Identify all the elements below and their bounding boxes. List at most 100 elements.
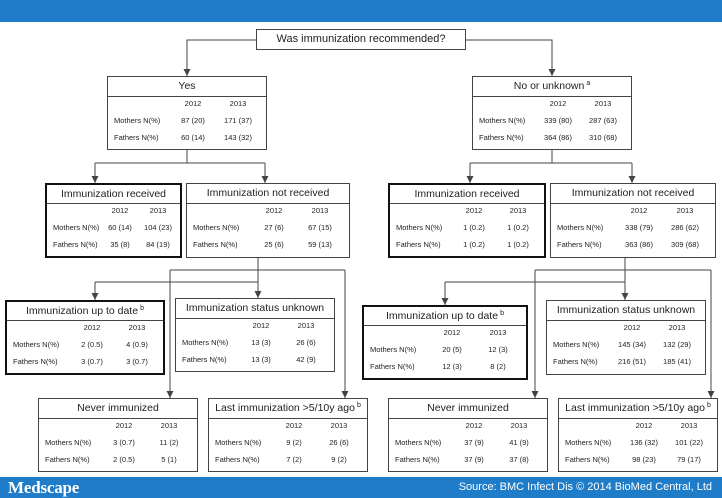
footnote-marker: b [500, 310, 504, 317]
root-question-box: Was immunization recommended? [256, 29, 466, 50]
cell-value: 5 (1) [161, 455, 177, 464]
cell-value: 145 (34) [618, 340, 646, 349]
row-label: Fathers N(%) [215, 455, 260, 464]
row-label: Mothers N(%) [396, 223, 443, 232]
node-immunization-up-to-date-left: Immunization up to date b 2012 2013 Mothers … [5, 300, 165, 375]
year-header: 2013 [311, 206, 329, 215]
row-label: Mothers N(%) [182, 338, 229, 347]
node-title: Never immunized [427, 402, 509, 414]
row-label: Fathers N(%) [13, 357, 58, 366]
node-header: Never immunized [39, 399, 197, 419]
year-header: 2012 [115, 421, 133, 430]
node-header: Never immunized [389, 399, 547, 419]
cell-value: 84 (19) [146, 240, 170, 249]
year-header: 2013 [229, 99, 247, 108]
node-title: Yes [178, 80, 196, 92]
cell-value: 13 (3) [251, 338, 271, 347]
node-yes: Yes 2012 2013 Mothers N(%) 87 (20) 171 (37) Fa… [107, 76, 267, 150]
cell-value: 59 (13) [308, 240, 332, 249]
row-label: Mothers N(%) [565, 438, 612, 447]
node-title: Never immunized [77, 402, 159, 414]
connector-root-to-no [466, 39, 556, 76]
node-header: Immunization received [47, 185, 180, 204]
cell-value: 20 (5) [442, 345, 462, 354]
cell-value: 60 (14) [108, 223, 132, 232]
row-label: Fathers N(%) [45, 455, 90, 464]
cell-value: 26 (6) [329, 438, 349, 447]
year-header: 2013 [510, 421, 528, 430]
node-header: Immunization up to date b [364, 307, 526, 326]
row-label: Fathers N(%) [193, 240, 238, 249]
node-immunization-not-received-left: Immunization not received 2012 2013 Mothers… [186, 183, 350, 258]
cell-value: 37 (9) [464, 438, 484, 447]
year-header: 2012 [635, 421, 653, 430]
cell-value: 286 (62) [671, 223, 699, 232]
node-title: No or unknown [513, 80, 585, 92]
connector-root-to-yes [183, 39, 256, 76]
year-header: 2012 [285, 421, 303, 430]
footnote-marker: b [356, 402, 361, 409]
node-title: Last immunization >5/10y ago [215, 402, 355, 414]
row-label: Fathers N(%) [557, 240, 602, 249]
year-header: 2013 [676, 206, 694, 215]
row-label: Mothers N(%) [395, 438, 442, 447]
cell-value: 67 (15) [308, 223, 332, 232]
year-header: 2013 [509, 206, 527, 215]
cell-value: 1 (0.2) [507, 223, 529, 232]
row-label: Fathers N(%) [395, 455, 440, 464]
cell-value: 79 (17) [677, 455, 701, 464]
row-label: Mothers N(%) [193, 223, 240, 232]
cell-value: 60 (14) [181, 133, 205, 142]
row-label: Mothers N(%) [13, 340, 60, 349]
node-immunization-received-left: Immunization received 2012 2013 Mothers N(%… [45, 183, 182, 258]
cell-value: 11 (2) [159, 438, 179, 447]
node-title: Immunization status unknown [556, 304, 696, 316]
medscape-logo: Medscape [8, 478, 80, 497]
node-header: Immunization status unknown [547, 301, 705, 321]
cell-value: 2 (0.5) [81, 340, 103, 349]
cell-value: 25 (6) [264, 240, 284, 249]
cell-value: 2 (0.5) [113, 455, 135, 464]
node-immunization-status-unknown-right: Immunization status unknown 2012 2013 Mothe… [546, 300, 706, 375]
node-header: Immunization not received [187, 184, 349, 204]
cell-value: 363 (86) [625, 240, 653, 249]
node-title: Immunization received [60, 188, 167, 200]
root-question: Was immunization recommended? [276, 33, 446, 45]
year-header: 2013 [330, 421, 348, 430]
node-header: Immunization up to date b [7, 302, 163, 321]
row-label: Fathers N(%) [553, 357, 598, 366]
node-header: Last immunization >5/10y ago b [209, 399, 367, 419]
cell-value: 7 (2) [286, 455, 302, 464]
row-label: Mothers N(%) [215, 438, 262, 447]
row-label: Fathers N(%) [182, 355, 227, 364]
node-immunization-status-unknown-left: Immunization status unknown 2012 2013 Mothe… [175, 298, 335, 372]
year-header: 2013 [680, 421, 698, 430]
cell-value: 364 (86) [544, 133, 572, 142]
row-label: Mothers N(%) [557, 223, 604, 232]
node-header: Yes [108, 77, 266, 97]
cell-value: 87 (20) [181, 116, 205, 125]
year-header: 2012 [630, 206, 648, 215]
node-title: Last immunization >5/10y ago [565, 402, 705, 414]
cell-value: 1 (0.2) [463, 240, 485, 249]
year-header: 2013 [128, 323, 146, 332]
cell-value: 12 (3) [488, 345, 508, 354]
cell-value: 98 (23) [632, 455, 656, 464]
node-never-immunized-right: Never immunized 2012 2013 Mothers N(%) 37 (9… [388, 398, 548, 472]
cell-value: 8 (2) [490, 362, 506, 371]
node-no-or-unknown: No or unknown a 2012 2013 Mothers N(%) 339 (8… [472, 76, 632, 150]
row-label: Fathers N(%) [396, 240, 441, 249]
node-title: Immunization up to date [386, 310, 499, 322]
node-last-immunization-right: Last immunization >5/10y ago b 2012 2013 Mot… [558, 398, 718, 472]
cell-value: 1 (0.2) [463, 223, 485, 232]
node-title: Immunization received [414, 188, 520, 200]
year-header: 2013 [149, 206, 167, 215]
row-label: Mothers N(%) [53, 223, 100, 232]
row-label: Fathers N(%) [53, 240, 98, 249]
year-header: 2012 [549, 99, 567, 108]
row-label: Fathers N(%) [565, 455, 610, 464]
cell-value: 338 (79) [625, 223, 653, 232]
source-credit: Source: BMC Infect Dis © 2014 BioMed Cen… [458, 481, 712, 493]
